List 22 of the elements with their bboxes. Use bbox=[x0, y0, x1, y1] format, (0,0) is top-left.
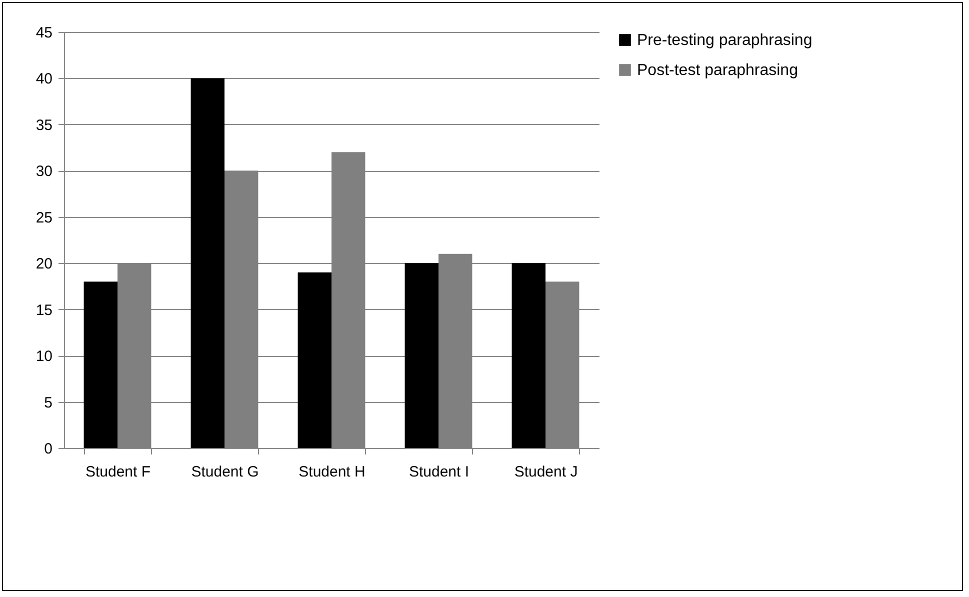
bar bbox=[84, 282, 118, 448]
bar bbox=[512, 263, 546, 448]
y-tick-label: 10 bbox=[36, 348, 52, 366]
y-tick-label: 15 bbox=[36, 302, 52, 319]
x-tick-label: Student G bbox=[191, 464, 259, 480]
bar bbox=[298, 272, 332, 448]
x-tick-label: Student I bbox=[408, 464, 470, 480]
y-tick-label: 5 bbox=[44, 394, 52, 412]
legend-label: Post-test paraphrasing bbox=[637, 62, 798, 79]
y-tick-label: 20 bbox=[36, 256, 52, 273]
bar bbox=[190, 78, 224, 448]
y-tick-label: 25 bbox=[36, 209, 52, 226]
y-tick-label: 40 bbox=[36, 70, 52, 88]
y-tick-label: 35 bbox=[36, 116, 52, 134]
y-tick-label: 45 bbox=[36, 24, 52, 42]
x-tick-label: Student J bbox=[514, 464, 578, 480]
y-tick-label: 30 bbox=[36, 163, 52, 180]
y-tick-label: 0 bbox=[44, 440, 52, 458]
x-tick-label: Student F bbox=[85, 464, 151, 480]
legend-label: Pre-testing paraphrasing bbox=[637, 32, 812, 49]
bar bbox=[404, 263, 438, 448]
x-tick-label: Student H bbox=[298, 464, 366, 480]
